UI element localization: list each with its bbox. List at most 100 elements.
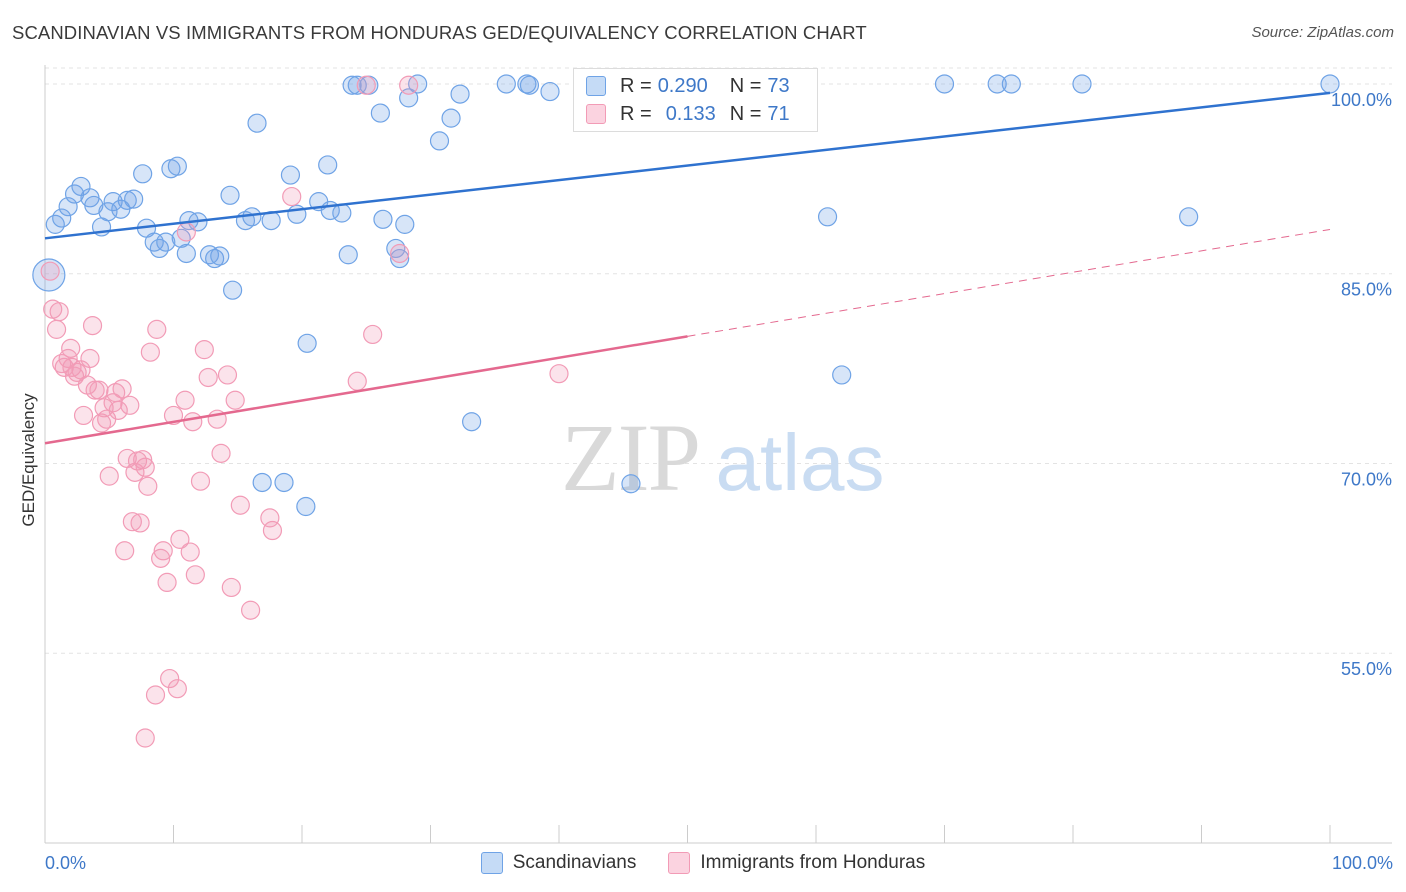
- point-scandinavians: [338, 245, 358, 265]
- point-honduras: [211, 443, 231, 463]
- point-honduras: [160, 668, 180, 689]
- point-scandinavians: [987, 74, 1007, 94]
- point-honduras: [112, 379, 132, 399]
- point-scandinavians: [156, 232, 176, 252]
- point-scandinavians: [390, 248, 410, 269]
- point-scandinavians: [496, 74, 516, 94]
- point-honduras: [145, 685, 166, 705]
- point-honduras: [135, 457, 155, 477]
- legend-swatch-pink: [586, 104, 606, 124]
- point-honduras: [40, 261, 60, 281]
- point-scandinavians: [342, 75, 362, 95]
- point-scandinavians: [332, 203, 352, 223]
- point-scandinavians: [832, 365, 852, 385]
- point-honduras: [115, 541, 135, 561]
- point-scandinavians: [117, 190, 137, 210]
- point-honduras: [183, 412, 203, 432]
- legend-r-label: R =: [620, 102, 652, 125]
- chart-title: SCANDINAVIAN VS IMMIGRANTS FROM HONDURAS…: [12, 22, 867, 43]
- point-honduras: [170, 529, 190, 549]
- point-honduras: [133, 450, 153, 470]
- point-scandinavians: [32, 258, 66, 292]
- point-scandinavians: [84, 195, 104, 216]
- y-tick-label: 85.0%: [1341, 280, 1392, 300]
- point-honduras: [175, 390, 195, 410]
- point-scandinavians: [318, 155, 338, 175]
- point-scandinavians: [297, 333, 317, 353]
- point-honduras: [49, 302, 69, 322]
- legend-item-honduras: Immigrants from Honduras: [668, 852, 925, 874]
- chart-source: Source: ZipAtlas.com: [1251, 24, 1394, 41]
- point-scandinavians: [280, 165, 301, 185]
- axes: [44, 65, 1392, 844]
- legend-row-honduras: R = 0.133 N = 71: [586, 101, 790, 127]
- point-honduras: [262, 520, 283, 541]
- legend-n-value: 71: [767, 102, 790, 125]
- point-honduras: [108, 400, 128, 420]
- point-honduras: [282, 186, 302, 207]
- point-scandinavians: [519, 75, 540, 95]
- point-scandinavians: [1072, 74, 1092, 94]
- point-honduras: [89, 380, 109, 400]
- y-tick-label: 100.0%: [1331, 90, 1392, 110]
- y-axis-label: GED/Equivalency: [19, 393, 38, 527]
- point-honduras: [390, 243, 410, 264]
- point-scandinavians: [171, 228, 191, 248]
- point-honduras: [138, 476, 158, 496]
- point-scandinavians: [58, 197, 78, 217]
- point-honduras: [363, 324, 383, 345]
- watermark-zip: ZIP: [561, 404, 699, 511]
- point-honduras: [399, 75, 419, 95]
- point-scandinavians: [274, 472, 294, 493]
- point-scandinavians: [124, 189, 144, 209]
- point-honduras: [217, 365, 238, 385]
- point-scandinavians: [540, 81, 560, 102]
- point-honduras: [549, 364, 569, 384]
- point-scandinavians: [934, 74, 955, 94]
- point-honduras: [99, 466, 119, 486]
- point-scandinavians: [462, 412, 482, 432]
- point-scandinavians: [103, 192, 123, 212]
- legend-label: Scandinavians: [512, 852, 637, 873]
- point-honduras: [180, 542, 200, 562]
- watermark-atlas: atlas: [716, 418, 885, 507]
- point-scandinavians: [247, 113, 267, 133]
- point-scandinavians: [373, 209, 393, 229]
- point-honduras: [194, 340, 214, 360]
- point-honduras: [176, 222, 196, 242]
- point-scandinavians: [210, 246, 230, 266]
- point-honduras: [347, 371, 367, 391]
- point-scandinavians: [429, 131, 450, 151]
- legend-label: Immigrants from Honduras: [700, 852, 926, 873]
- point-scandinavians: [133, 164, 153, 184]
- y-tick-label: 55.0%: [1341, 659, 1392, 679]
- legend-swatch-blue: [586, 76, 606, 96]
- legend-r-value: 0.290: [657, 74, 708, 97]
- point-honduras: [91, 413, 112, 433]
- point-scandinavians: [252, 472, 272, 493]
- point-honduras: [46, 319, 67, 339]
- point-honduras: [80, 348, 100, 369]
- point-honduras: [122, 512, 142, 532]
- point-scandinavians: [144, 232, 164, 252]
- point-scandinavians: [817, 207, 838, 227]
- point-scandinavians: [64, 184, 85, 204]
- point-honduras: [140, 342, 160, 362]
- point-honduras: [94, 398, 114, 418]
- series-legend: Scandinavians Immigrants from Honduras: [0, 852, 1406, 874]
- trend-line-honduras: [44, 335, 688, 445]
- point-honduras: [221, 577, 241, 598]
- point-scandinavians: [205, 248, 225, 269]
- correlation-legend: R = 0.290 N = 73 R = 0.133 N = 71: [573, 68, 818, 132]
- point-scandinavians: [1001, 74, 1021, 94]
- point-scandinavians: [621, 474, 641, 494]
- point-honduras: [225, 390, 245, 410]
- point-scandinavians: [167, 156, 187, 176]
- point-honduras: [61, 338, 81, 358]
- point-scandinavians: [296, 496, 316, 517]
- legend-n-label: N =: [729, 74, 762, 97]
- point-scandinavians: [52, 208, 72, 228]
- point-honduras: [82, 315, 103, 336]
- point-scandinavians: [370, 103, 390, 123]
